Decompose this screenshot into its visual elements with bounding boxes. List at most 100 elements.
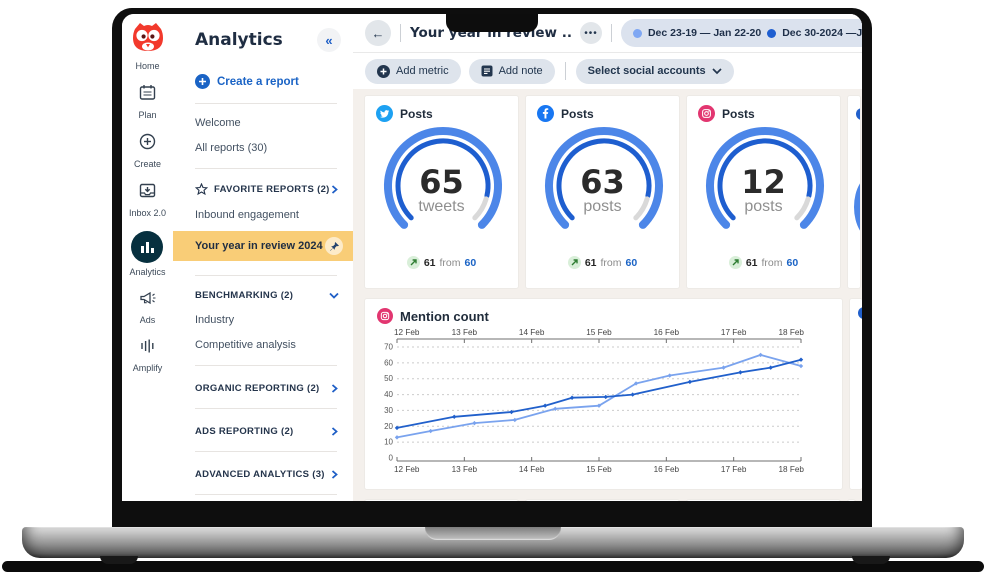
sidebar-item-welcome[interactable]: Welcome [195,117,241,129]
delta-previous: 60 [625,256,638,269]
clipped-card [525,499,680,501]
metric-title: Posts [722,106,755,121]
sidebar-item-amplify[interactable]: Amplify [132,338,163,373]
report-canvas: Posts 65 tweets [353,88,862,501]
favorite-reports-section[interactable]: FAVORITE REPORTS (2) [195,183,339,196]
sidebar-item-label: Ads [139,315,156,325]
sidebar-item-label: Amplify [132,363,163,373]
sidebar-item-create[interactable]: Create [134,133,161,169]
svg-text:17 Feb: 17 Feb [721,328,747,337]
gauge-value: 12 [741,163,786,201]
clipped-card [847,499,856,501]
delta-row: 61 from 60 [376,256,507,269]
more-options-button[interactable]: ••• [579,22,602,44]
sidebar-item-inbound-engagement[interactable]: Inbound engagement [195,209,299,221]
svg-text:13 Feb: 13 Feb [452,328,478,337]
star-icon [195,183,208,196]
gauge-unit: posts [583,198,622,215]
laptop-camera-notch [446,14,538,32]
app-window: Home Plan Create [122,14,862,501]
sidebar-item-all-reports[interactable]: All reports (30) [195,142,268,154]
gauge-facebook: 63 posts [537,124,668,252]
svg-text:20: 20 [384,422,393,431]
sidebar-item-industry[interactable]: Industry [195,314,235,326]
hootsuite-owl-logo [130,20,166,57]
delta-from: from [439,256,461,269]
section-header-label: FAVORITE REPORTS (2) [214,184,330,195]
twitter-posts-card[interactable]: Posts 65 tweets [364,95,519,289]
collapse-sidebar-button[interactable]: « [317,28,341,52]
calendar-icon [139,84,156,106]
gauge-cards-row: Posts 65 tweets [364,95,861,289]
bar-chart-icon [131,231,164,263]
delta-row: 61 from 60 [537,256,668,269]
svg-text:60: 60 [384,358,393,367]
delta-value: 61 [745,256,758,269]
sidebar-item-inbox[interactable]: Inbox 2.0 [129,182,166,218]
svg-text:18 Feb: 18 Feb [779,465,805,474]
divider [195,103,337,104]
sidebar-item-home[interactable]: Home [130,20,166,71]
organic-reporting-section[interactable]: ORGANIC REPORTING (2) [195,383,339,394]
sidebar-item-label: Inbox 2.0 [128,208,167,218]
clipped-gauge-arc [854,174,860,240]
sidebar-item-label: Analytics [129,267,166,277]
dark-blue-period-dot [767,28,777,38]
svg-text:16 Feb: 16 Feb [654,465,680,474]
svg-text:18 Feb: 18 Feb [779,328,805,337]
advanced-analytics-section[interactable]: ADVANCED ANALYTICS (3) [195,469,339,480]
laptop-foot-left [100,556,138,564]
mention-count-card[interactable]: Mention count 0 10 20 30 40 50 60 70 12 Feb 12 Fe… [364,298,843,490]
date-range-selector[interactable]: Dec 23-19 — Jan 22-20 Dec 30-2024 —Jan 2… [620,19,862,47]
sidebar-item-plan[interactable]: Plan [138,84,157,120]
svg-text:10: 10 [384,438,393,447]
metric-title: Posts [400,106,433,121]
add-metric-label: Add metric [396,65,449,77]
equalizer-bars-icon [139,338,156,359]
add-metric-button[interactable]: Add metric [365,58,461,84]
delta-from: from [761,256,783,269]
light-blue-period-dot [632,28,642,38]
create-report-button[interactable]: Create a report [195,74,353,89]
ads-reporting-section[interactable]: ADS REPORTING (2) [195,426,339,437]
report-main-area: ← Your year in review .. ••• Dec 23-19 —… [353,14,862,501]
add-note-button[interactable]: Add note [468,58,555,84]
svg-text:15 Feb: 15 Feb [586,328,612,337]
back-button[interactable]: ← [365,20,391,46]
sidebar-item-ads[interactable]: Ads [139,290,156,325]
section-header-label: ORGANIC REPORTING (2) [195,383,320,394]
gauge-unit: tweets [418,198,465,215]
date-range-2: Dec 30-2024 —Jan 29-20 [782,27,862,39]
delta-value: 61 [423,256,436,269]
delta-previous: 60 [464,256,477,269]
instagram-posts-card[interactable]: Posts 12 posts [686,95,841,289]
delta-row: 61 from 60 [698,256,829,269]
divider [195,494,337,495]
chevron-down-icon [329,292,339,299]
delta-previous: 60 [786,256,799,269]
sidebar-title: Analytics [195,30,283,50]
benchmarking-section[interactable]: BENCHMARKING (2) [195,290,339,301]
svg-text:13 Feb: 13 Feb [452,465,478,474]
sidebar-item-analytics[interactable]: Analytics [129,231,166,277]
sidebar-item-year-in-review-active[interactable]: Your year in review 2024 [173,231,353,261]
section-header-label: BENCHMARKING (2) [195,290,294,301]
select-accounts-label: Select social accounts [587,65,706,77]
instagram-icon [377,308,393,324]
sidebar-item-competitive-analysis[interactable]: Competitive analysis [195,339,296,351]
svg-text:16 Feb: 16 Feb [654,328,680,337]
metric-title: Posts [561,106,594,121]
sidebar-item-label: Plan [138,110,157,120]
facebook-posts-card[interactable]: Posts 63 posts [525,95,680,289]
svg-text:14 Feb: 14 Feb [519,328,545,337]
pin-icon[interactable] [325,237,343,255]
chevron-right-icon [331,427,338,436]
divider [400,24,401,42]
plus-circle-icon [195,74,210,89]
trend-up-icon [406,256,420,269]
svg-text:15 Feb: 15 Feb [586,465,612,474]
trend-up-icon [567,256,581,269]
select-social-accounts-button[interactable]: Select social accounts [575,58,734,84]
laptop-base [22,527,964,558]
